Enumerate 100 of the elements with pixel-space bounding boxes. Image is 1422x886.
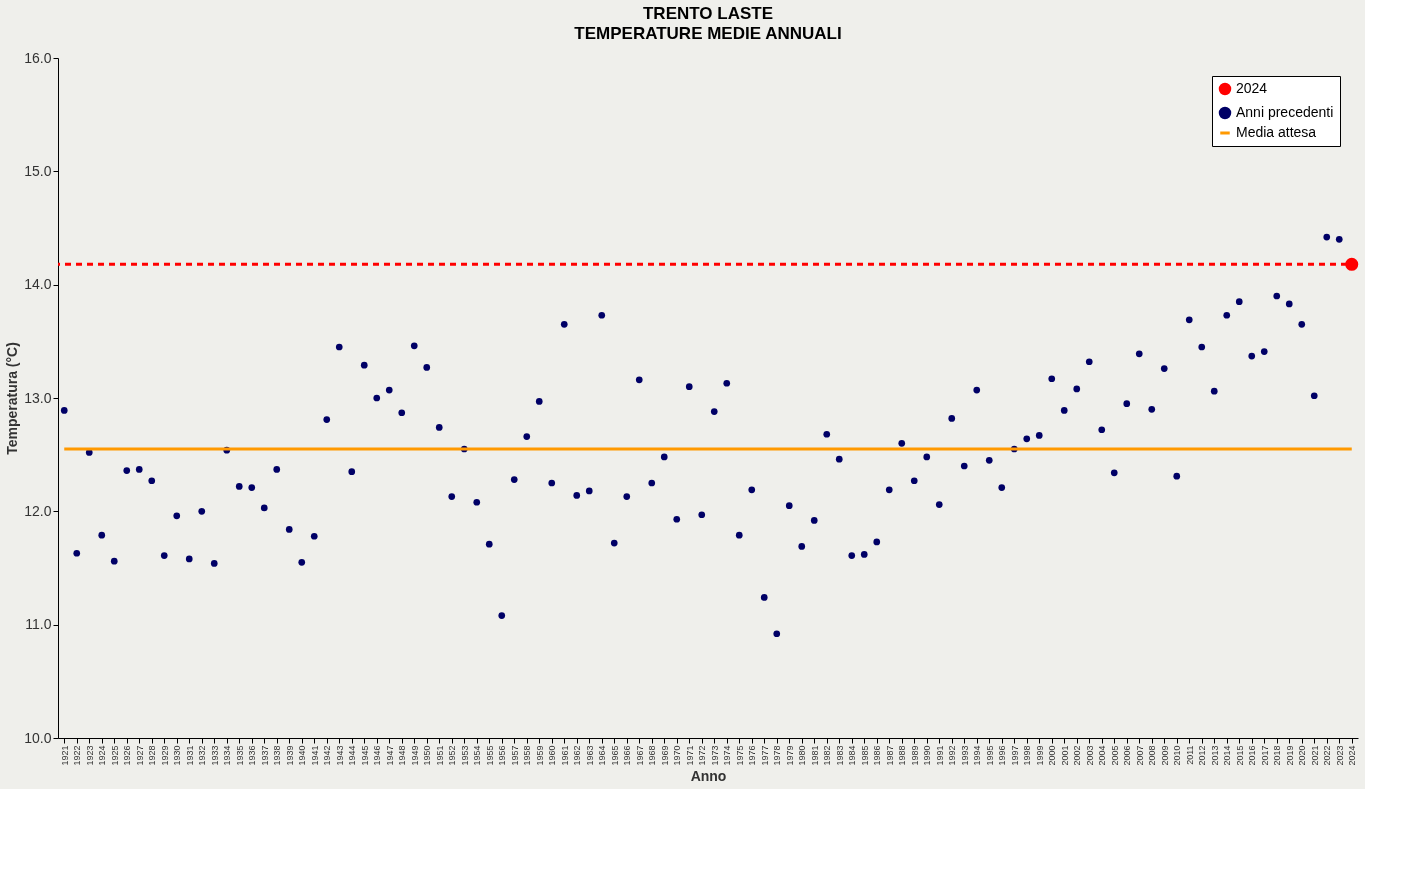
x-tick-label: 1941 (309, 745, 320, 766)
x-tick-label: 2016 (1247, 745, 1258, 766)
x-tick-label: 1935 (234, 745, 245, 766)
x-tick-label: 1996 (997, 745, 1008, 766)
x-tick-label: 1952 (447, 745, 458, 766)
x-tick-label: 1945 (359, 745, 370, 766)
x-tick-label: 1965 (609, 745, 620, 766)
x-tick-label: 1947 (384, 745, 395, 766)
x-tick-label: 1962 (572, 745, 583, 766)
chart-title: TRENTO LASTE (642, 4, 774, 23)
x-tick-label: 1949 (409, 745, 420, 766)
y-tick-label: 16.0 (24, 49, 52, 66)
x-tick-label: 2011 (1184, 745, 1195, 765)
x-tick-label: 1939 (284, 745, 295, 766)
x-tick-label: 1924 (97, 745, 108, 766)
x-tick-label: 1938 (272, 745, 283, 766)
x-tick-label: 1978 (772, 745, 783, 766)
x-tick-label: 2008 (1147, 745, 1158, 766)
y-tick-label: 11.0 (25, 616, 52, 633)
x-tick-label: 1983 (834, 745, 845, 766)
x-tick-label: 2006 (1122, 745, 1133, 766)
x-tick-label: 1984 (847, 745, 858, 766)
y-tick-label: 12.0 (24, 502, 52, 519)
x-tick-label: 2003 (1084, 745, 1095, 766)
x-tick-label: 1997 (1009, 745, 1020, 766)
x-tick-label: 2013 (1209, 745, 1220, 766)
y-tick-label: 13.0 (24, 389, 52, 406)
x-tick-label: 1943 (334, 745, 345, 766)
x-tick-label: 2004 (1097, 745, 1108, 766)
x-tick-label: 1975 (734, 745, 745, 766)
x-tick-label: 1993 (959, 745, 970, 766)
x-tick-label: 1922 (72, 745, 83, 766)
x-tick-label: 1999 (1034, 745, 1045, 766)
x-tick-label: 1957 (509, 745, 520, 766)
x-tick-label: 1951 (434, 745, 445, 766)
x-tick-label: 1995 (984, 745, 995, 766)
x-tick-label: 2022 (1322, 745, 1333, 766)
x-tick-label: 1971 (684, 745, 695, 766)
x-tick-label: 1964 (597, 745, 608, 766)
legend-label: Anni precedenti (1236, 104, 1334, 120)
x-tick-label: 2007 (1134, 745, 1145, 766)
x-tick-label: 2023 (1334, 745, 1345, 766)
x-tick-label: 1928 (147, 745, 158, 766)
x-tick-label: 1927 (134, 745, 145, 766)
x-tick-label: 1966 (622, 745, 633, 766)
x-tick-label: 1923 (84, 745, 95, 766)
x-tick-label: 2001 (1059, 745, 1070, 766)
y-tick-label: 14.0 (24, 276, 52, 293)
x-tick-label: 1979 (784, 745, 795, 766)
x-tick-label: 2018 (1272, 745, 1283, 766)
x-tick-label: 1991 (934, 745, 945, 766)
x-tick-label: 1970 (672, 745, 683, 766)
x-tick-label: 1987 (884, 745, 895, 766)
x-tick-label: 2019 (1284, 745, 1295, 766)
x-tick-label: 2017 (1259, 745, 1270, 766)
x-tick-label: 1977 (759, 745, 770, 766)
x-tick-label: 1925 (109, 745, 120, 766)
x-tick-label: 1963 (584, 745, 595, 766)
x-tick-label: 1929 (159, 745, 170, 766)
x-tick-label: 1992 (947, 745, 958, 766)
chart-subtitle: TEMPERATURE MEDIE ANNUALI (574, 24, 842, 43)
x-tick-label: 1967 (634, 745, 645, 766)
x-tick-label: 2012 (1197, 745, 1208, 766)
x-tick-label: 2009 (1159, 745, 1170, 766)
x-tick-label: 1981 (809, 745, 820, 766)
x-tick-label: 1932 (197, 745, 208, 766)
x-tick-label: 2015 (1234, 745, 1245, 766)
x-tick-label: 1936 (247, 745, 258, 766)
x-tick-label: 1976 (747, 745, 758, 766)
x-tick-label: 1944 (347, 745, 358, 766)
x-tick-label: 1958 (522, 745, 533, 766)
x-tick-label: 2021 (1309, 745, 1320, 766)
x-tick-label: 1986 (872, 745, 883, 766)
x-tick-label: 2000 (1047, 745, 1058, 766)
x-tick-label: 1950 (422, 745, 433, 766)
x-tick-label: 1926 (122, 745, 133, 766)
y-tick-label: 15.0 (24, 162, 52, 179)
x-tick-label: 1931 (184, 745, 195, 766)
x-tick-label: 1980 (797, 745, 808, 766)
legend-label: 2024 (1236, 80, 1268, 96)
x-axis-title: Anno (690, 767, 727, 784)
x-tick-label: 1988 (897, 745, 908, 766)
x-tick-label: 1985 (859, 745, 870, 766)
x-tick-label: 1959 (534, 745, 545, 766)
x-tick-label: 1933 (209, 745, 220, 766)
x-tick-label: 1953 (459, 745, 470, 766)
x-tick-label: 1960 (547, 745, 558, 766)
y-axis-title: Temperatura (°C) (4, 342, 21, 455)
x-tick-label: 1982 (822, 745, 833, 766)
x-tick-label: 1994 (972, 745, 983, 766)
x-tick-label: 1969 (659, 745, 670, 766)
x-tick-label: 1948 (397, 745, 408, 766)
x-tick-label: 1954 (472, 745, 483, 766)
legend-label: Media attesa (1236, 124, 1317, 140)
x-tick-label: 1956 (497, 745, 508, 766)
x-tick-label: 1940 (297, 745, 308, 766)
x-tick-label: 1921 (59, 745, 70, 766)
x-tick-label: 1990 (922, 745, 933, 766)
x-tick-label: 1934 (222, 745, 233, 766)
x-tick-label: 2024 (1347, 745, 1358, 766)
